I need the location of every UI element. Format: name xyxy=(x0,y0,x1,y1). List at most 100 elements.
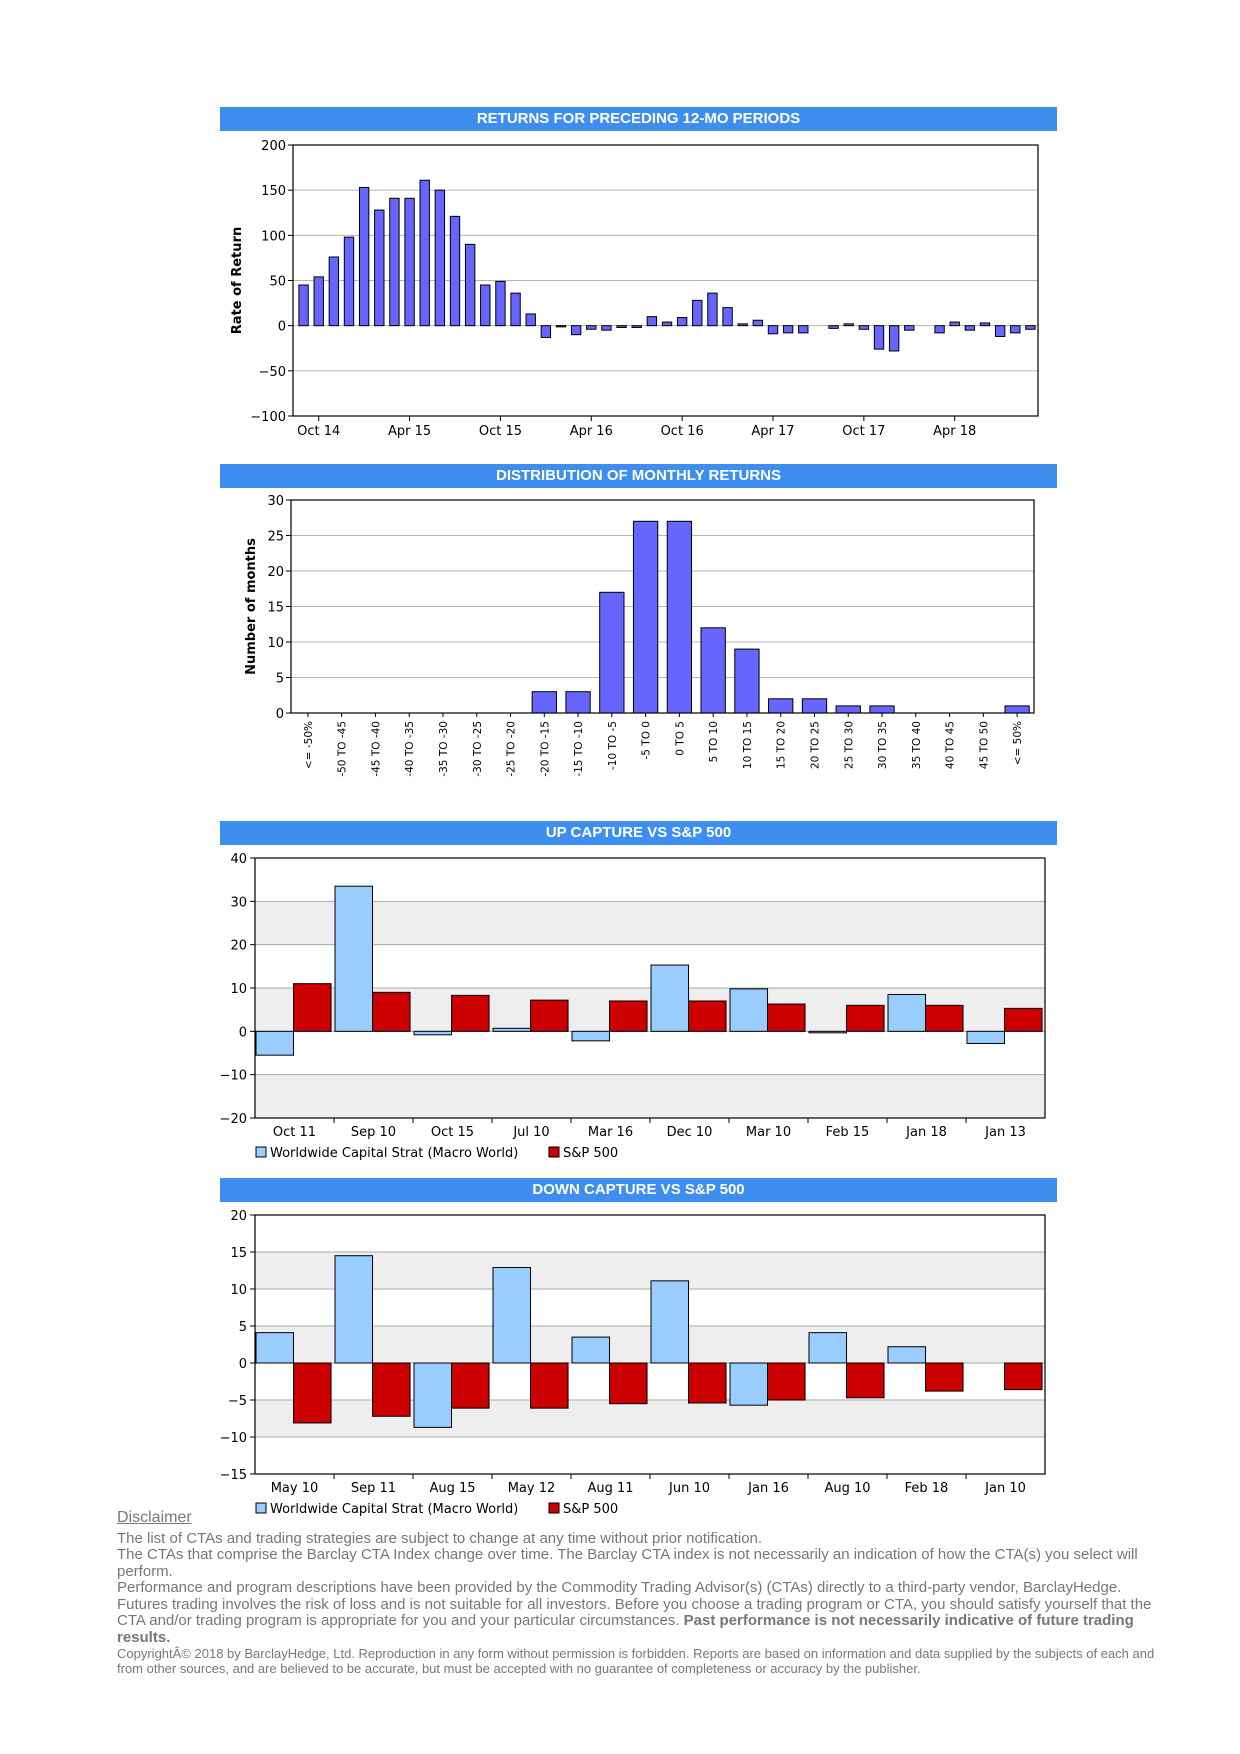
distribution-header: DISTRIBUTION OF MONTHLY RETURNS xyxy=(220,464,1057,488)
bar xyxy=(449,215,461,327)
y-tick-label: 10 xyxy=(230,1283,247,1298)
bar xyxy=(858,325,870,330)
y-tick-label: 150 xyxy=(261,184,286,199)
y-tick-label: 30 xyxy=(230,895,247,910)
bar xyxy=(510,292,521,327)
y-tick-label: −5 xyxy=(228,1394,247,1409)
x-tick-label: -20 TO -15 xyxy=(539,721,551,777)
y-tick-label: 5 xyxy=(276,672,284,687)
y-tick-label: 50 xyxy=(269,275,286,290)
bar xyxy=(293,983,332,1032)
disclaimer-line-2: The CTAs that comprise the Barclay CTA I… xyxy=(117,1546,1138,1580)
x-tick-label: Jan 16 xyxy=(747,1481,789,1496)
x-tick-label: Oct 14 xyxy=(297,424,340,439)
bar xyxy=(700,627,726,714)
bar xyxy=(904,325,915,331)
x-tick-label: -10 TO -5 xyxy=(607,721,619,770)
y-tick-label: 5 xyxy=(239,1320,247,1335)
bar xyxy=(255,1030,295,1056)
bar xyxy=(782,325,794,334)
bar xyxy=(808,1030,848,1034)
bar xyxy=(873,325,885,350)
y-tick-label: 200 xyxy=(261,139,286,154)
x-tick-label: -30 TO -25 xyxy=(472,721,484,777)
bar xyxy=(646,316,658,327)
bar xyxy=(492,1027,532,1032)
bar xyxy=(599,591,625,714)
bar xyxy=(964,325,976,331)
x-tick-label: Aug 15 xyxy=(429,1481,475,1496)
y-tick-label: −10 xyxy=(220,1069,247,1084)
y-tick-label: 0 xyxy=(278,320,286,335)
y-tick-label: 0 xyxy=(276,707,284,722)
y-tick-label: −100 xyxy=(250,410,286,425)
x-tick-label: -25 TO -20 xyxy=(506,721,518,777)
bar xyxy=(752,319,764,327)
y-tick-label: 20 xyxy=(230,1209,247,1224)
bar xyxy=(389,197,400,327)
bar xyxy=(768,698,794,714)
x-tick-label: Apr 18 xyxy=(933,424,976,439)
bar xyxy=(571,1336,611,1364)
bar xyxy=(688,1000,727,1032)
x-tick-label: 15 TO 20 xyxy=(776,721,788,769)
bar xyxy=(887,994,927,1032)
bar xyxy=(676,317,688,327)
bar xyxy=(994,325,1006,338)
bar xyxy=(869,705,895,714)
x-tick-label: Feb 18 xyxy=(905,1481,949,1496)
y-tick-label: 10 xyxy=(267,636,284,651)
x-tick-label: -45 TO -40 xyxy=(370,721,382,777)
x-tick-label: Jun 10 xyxy=(668,1481,710,1496)
x-tick-label: -50 TO -45 xyxy=(337,721,349,777)
bar xyxy=(767,1003,806,1032)
x-tick-label: Mar 10 xyxy=(746,1125,791,1140)
bar xyxy=(530,999,569,1032)
bar xyxy=(934,325,945,334)
y-tick-label: −15 xyxy=(220,1468,247,1483)
x-tick-label: Aug 10 xyxy=(824,1481,870,1496)
x-tick-label: May 10 xyxy=(271,1481,319,1496)
bar xyxy=(313,276,324,327)
bar xyxy=(616,325,627,328)
bar xyxy=(540,325,552,338)
bar xyxy=(843,323,854,327)
bar xyxy=(464,243,476,327)
x-tick-label: Jan 13 xyxy=(984,1125,1026,1140)
y-tick-label: 20 xyxy=(267,565,284,580)
bar xyxy=(609,1000,648,1032)
bar xyxy=(666,520,693,714)
y-tick-label: −20 xyxy=(220,1112,247,1127)
bar xyxy=(1004,705,1030,714)
bar xyxy=(480,284,491,327)
x-tick-label: Oct 15 xyxy=(479,424,522,439)
bar xyxy=(707,292,718,327)
legend-label: S&P 500 xyxy=(563,1502,618,1517)
bar xyxy=(298,284,309,327)
bar xyxy=(293,1362,332,1424)
disclaimer-line-3: Performance and program descriptions hav… xyxy=(117,1579,1172,1646)
x-tick-label: Jul 10 xyxy=(512,1125,549,1140)
y-tick-label: 100 xyxy=(261,229,286,244)
bar xyxy=(525,313,536,327)
x-tick-label: Oct 16 xyxy=(661,424,704,439)
plot-border xyxy=(254,857,1046,1119)
bar xyxy=(737,323,748,327)
bar xyxy=(328,256,340,327)
x-tick-label: Oct 15 xyxy=(431,1125,474,1140)
bar xyxy=(451,994,490,1032)
bar xyxy=(358,186,370,327)
legend-label: Worldwide Capital Strat (Macro World) xyxy=(270,1146,518,1161)
x-tick-label: Sep 11 xyxy=(351,1481,396,1496)
bar xyxy=(828,325,839,329)
x-tick-label: Oct 11 xyxy=(273,1125,316,1140)
disclaimer-line-1: The list of CTAs and trading strategies … xyxy=(117,1529,763,1547)
y-tick-label: 15 xyxy=(267,601,284,616)
x-tick-label: Dec 10 xyxy=(667,1125,713,1140)
bar xyxy=(570,325,582,336)
bar xyxy=(1004,1362,1043,1391)
y-tick-label: 25 xyxy=(267,530,284,545)
y-tick-label: 20 xyxy=(230,939,247,954)
bar xyxy=(808,1332,848,1364)
bar xyxy=(1004,1007,1043,1032)
